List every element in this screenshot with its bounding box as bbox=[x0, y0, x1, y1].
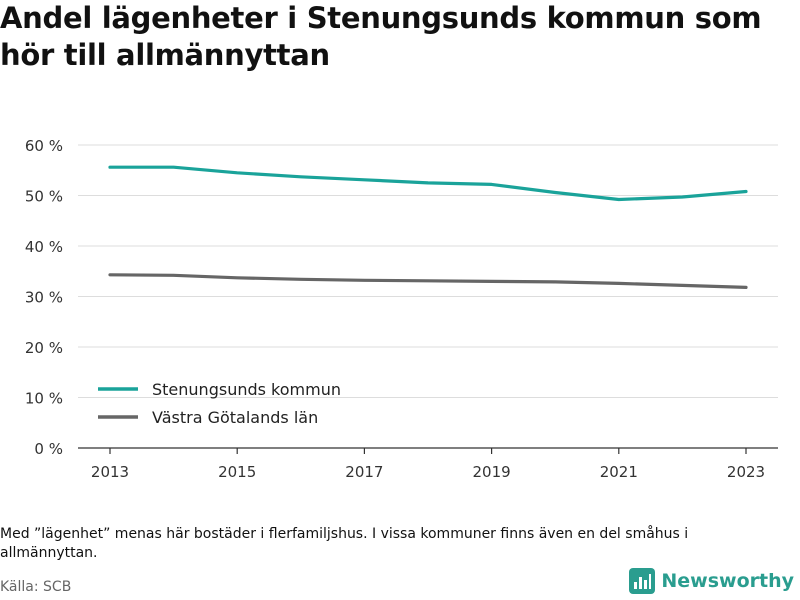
y-axis-ticks: 0 % 10 % 20 % 30 % 40 % 50 % 60 % bbox=[25, 137, 63, 458]
legend-label: Stenungsunds kommun bbox=[152, 380, 341, 399]
x-tick-label: 2019 bbox=[473, 463, 511, 481]
newsworthy-logo: Newsworthy bbox=[629, 568, 794, 594]
y-tick-label: 10 % bbox=[25, 390, 63, 408]
line-chart: 0 % 10 % 20 % 30 % 40 % 50 % 60 % 2013 2015 2017… bbox=[25, 137, 778, 481]
legend: Stenungsunds kommun Västra Götalands län bbox=[98, 380, 341, 427]
y-tick-label: 40 % bbox=[25, 238, 63, 256]
y-tick-label: 20 % bbox=[25, 339, 63, 357]
y-tick-label: 50 % bbox=[25, 188, 63, 206]
legend-label: Västra Götalands län bbox=[152, 408, 318, 427]
chart-title: Andel lägenheter i Stenungsunds kommun s… bbox=[0, 1, 762, 72]
y-tick-label: 30 % bbox=[25, 289, 63, 307]
y-tick-label: 60 % bbox=[25, 137, 63, 155]
x-axis: 2013 2015 2017 2019 2021 2023 bbox=[78, 447, 778, 481]
newsworthy-logo-icon bbox=[629, 568, 656, 594]
x-tick-label: 2021 bbox=[600, 463, 638, 481]
x-tick-label: 2015 bbox=[218, 463, 256, 481]
footnote: Med ”lägenhet” menas här bostäder i fler… bbox=[0, 526, 689, 561]
series-line-0 bbox=[108, 165, 748, 202]
newsworthy-logo-text: Newsworthy bbox=[661, 570, 794, 592]
source-label: Källa: SCB bbox=[0, 579, 72, 595]
x-tick-label: 2023 bbox=[727, 463, 765, 481]
gridlines bbox=[78, 144, 778, 398]
series-lines bbox=[108, 165, 748, 289]
x-tick-label: 2017 bbox=[345, 463, 383, 481]
series-line-1 bbox=[108, 273, 748, 289]
y-tick-label: 0 % bbox=[34, 440, 63, 458]
x-tick-label: 2013 bbox=[91, 463, 129, 481]
